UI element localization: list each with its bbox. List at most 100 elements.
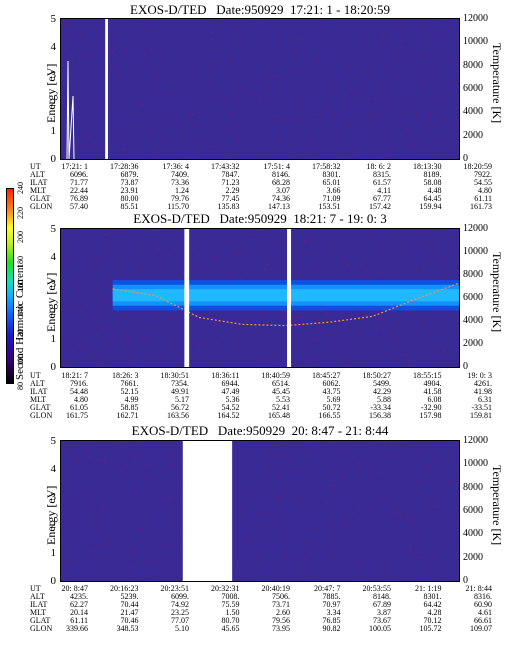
noise-speck (256, 575, 259, 577)
noise-speck (455, 443, 458, 445)
noise-speck (409, 348, 412, 349)
noise-speck (172, 230, 175, 232)
noise-speck (74, 96, 77, 98)
noise-speck (126, 464, 129, 466)
noise-speck (369, 450, 372, 452)
noise-speck (231, 463, 234, 465)
noise-speck (126, 533, 129, 535)
noise-speck (113, 269, 116, 271)
noise-speck (380, 244, 383, 246)
noise-speck (175, 498, 178, 500)
ephemeris-row-label: GLAT (30, 403, 51, 412)
noise-speck (435, 575, 437, 577)
noise-speck (240, 578, 242, 580)
noise-speck (311, 360, 313, 362)
noise-speck (396, 497, 399, 499)
noise-speck (252, 494, 254, 496)
noise-speck (146, 464, 149, 465)
noise-speck (287, 525, 290, 527)
noise-speck (303, 557, 306, 559)
noise-speck (275, 124, 278, 126)
noise-speck (250, 520, 253, 522)
noise-speck (363, 540, 366, 542)
noise-speck (96, 59, 98, 61)
noise-speck (108, 50, 111, 51)
noise-speck (358, 468, 360, 470)
noise-speck (389, 334, 392, 336)
y-axis-label: Energy [eV] (44, 485, 58, 545)
noise-speck (360, 321, 363, 323)
noise-speck (360, 310, 362, 311)
noise-speck (395, 323, 398, 325)
noise-speck (326, 50, 329, 51)
noise-speck (428, 268, 431, 270)
ephemeris-cell: 4235. (70, 592, 88, 601)
noise-speck (268, 567, 271, 569)
noise-speck (290, 113, 293, 115)
noise-speck (235, 340, 238, 342)
noise-speck (87, 450, 89, 451)
background-noise (61, 441, 459, 581)
noise-speck (272, 571, 275, 573)
data-gap (287, 229, 292, 367)
ephemeris-cell: 19: 0: 3 (467, 371, 492, 380)
ephemeris-cell: 5.10 (175, 624, 189, 633)
noise-speck (457, 94, 459, 96)
noise-speck (286, 116, 289, 118)
noise-speck (247, 132, 250, 134)
noise-speck (297, 269, 300, 271)
noise-speck (414, 97, 416, 99)
noise-speck (437, 469, 440, 471)
noise-speck (304, 547, 307, 549)
noise-speck (84, 491, 87, 493)
y-tick-label: 0 (50, 361, 57, 373)
noise-speck (405, 129, 408, 131)
ephemeris-cell: 21.47 (120, 608, 139, 617)
noise-speck (400, 483, 403, 485)
noise-speck (321, 258, 324, 260)
noise-speck (282, 489, 285, 491)
noise-speck (308, 552, 310, 554)
noise-speck (404, 71, 407, 73)
noise-speck (219, 22, 222, 23)
ephemeris-cell: 90.82 (322, 624, 341, 633)
noise-speck (94, 235, 97, 237)
noise-speck (287, 564, 290, 565)
noise-speck (426, 26, 429, 28)
noise-speck (400, 250, 403, 252)
noise-speck (318, 265, 320, 267)
noise-speck (277, 256, 279, 258)
noise-speck (409, 109, 412, 111)
noise-speck (213, 48, 216, 50)
noise-speck (70, 139, 72, 141)
ephemeris-cell: 100.05 (369, 624, 391, 633)
noise-speck (310, 539, 313, 541)
noise-speck (284, 442, 287, 443)
noise-speck (410, 35, 413, 37)
y-tick-label: 2 (50, 97, 57, 109)
noise-speck (313, 118, 316, 120)
noise-speck (225, 31, 228, 33)
ephemeris-cell: 4.61 (478, 608, 492, 617)
noise-speck (94, 317, 97, 319)
noise-speck (413, 442, 415, 444)
noise-speck (374, 98, 377, 100)
noise-speck (279, 139, 281, 141)
y-tick-label: 5 (50, 435, 57, 447)
noise-speck (143, 108, 146, 110)
noise-speck (245, 135, 247, 137)
noise-speck (344, 520, 347, 522)
noise-speck (173, 505, 176, 507)
noise-speck (456, 29, 459, 31)
noise-speck (148, 251, 151, 252)
noise-speck (314, 361, 317, 363)
noise-speck (338, 357, 341, 359)
noise-speck (297, 565, 300, 567)
noise-speck (71, 449, 74, 451)
noise-speck (438, 152, 441, 154)
y-right-tick-label: 6000 (463, 505, 483, 516)
noise-speck (171, 338, 174, 340)
ephemeris-cell: 4904. (423, 379, 442, 388)
noise-speck (97, 450, 100, 452)
ephemeris-cell: 20:47: 7 (314, 584, 341, 593)
